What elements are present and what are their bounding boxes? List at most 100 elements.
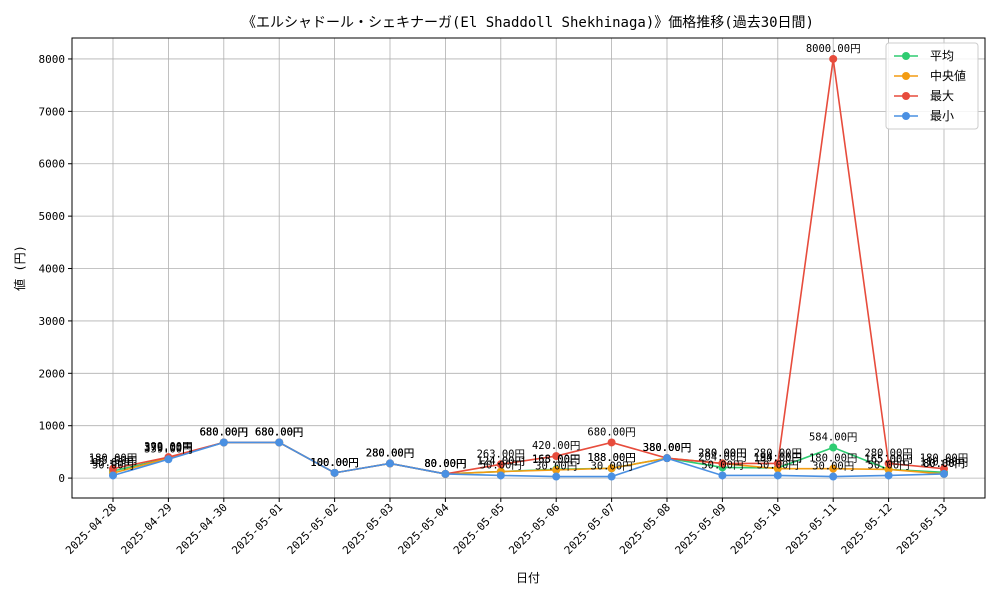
- data-point: [330, 468, 339, 477]
- data-point: [607, 438, 616, 447]
- y-tick-label: 6000: [39, 158, 66, 171]
- data-point: [607, 464, 616, 473]
- data-label: 100.00円: [310, 457, 358, 469]
- data-label: 280.00円: [698, 447, 746, 459]
- y-tick-label: 7000: [39, 105, 66, 118]
- data-label: 380.00円: [643, 442, 691, 454]
- data-label: 680.00円: [255, 426, 303, 438]
- legend-swatch-marker: [902, 92, 910, 100]
- data-label: 194.00円: [754, 452, 802, 464]
- y-tick-label: 1000: [39, 420, 66, 433]
- data-point: [829, 472, 838, 481]
- data-point: [552, 452, 561, 461]
- data-label: 100.00円: [310, 457, 358, 469]
- y-axis-label: 値 (円): [12, 245, 27, 291]
- data-label: 280.00円: [366, 447, 414, 459]
- data-label: 180.00円: [809, 453, 857, 465]
- data-label: 420.00円: [532, 440, 580, 452]
- legend-box: [885, 42, 979, 130]
- data-label: 280.00円: [366, 447, 414, 459]
- data-label: 263.00円: [477, 448, 525, 460]
- data-label: 680.00円: [255, 426, 303, 438]
- data-point: [386, 459, 394, 468]
- data-label: 380.00円: [643, 442, 691, 454]
- chart-title: 《エルシャドール・シェキナーガ(El Shaddoll Shekhinaga)》…: [242, 15, 814, 31]
- data-point: [773, 459, 782, 468]
- data-point: [829, 464, 838, 473]
- data-point: [219, 438, 228, 447]
- data-label: 280.00円: [864, 447, 912, 459]
- legend-swatch-marker: [902, 112, 910, 120]
- data-label: 100.00円: [310, 457, 358, 469]
- data-point: [829, 443, 838, 452]
- data-point: [164, 455, 173, 464]
- legend-label: 最小: [930, 109, 954, 123]
- data-label: 50.00円: [92, 459, 134, 471]
- y-tick-label: 3000: [39, 315, 66, 328]
- data-label: 124.00円: [477, 456, 525, 468]
- data-point: [607, 472, 616, 481]
- data-point: [496, 471, 505, 480]
- data-point: [773, 471, 782, 480]
- data-label: 680.00円: [200, 426, 248, 438]
- data-label: 80.00円: [923, 458, 965, 470]
- series-line: [112, 441, 945, 478]
- y-tick-label: 4000: [39, 263, 66, 276]
- data-label: 680.00円: [200, 426, 248, 438]
- data-label: 50.00円: [480, 459, 522, 471]
- data-label: 100.00円: [310, 457, 358, 469]
- data-label: 584.00円: [809, 431, 857, 443]
- data-point: [884, 465, 893, 474]
- data-label: 135.00円: [89, 455, 137, 467]
- legend-label: 最大: [930, 89, 954, 103]
- data-point: [884, 471, 893, 480]
- data-point: [663, 454, 671, 463]
- data-label: 50.00円: [701, 459, 743, 471]
- data-label: 80.00円: [424, 458, 466, 470]
- data-label: 80.00円: [424, 458, 466, 470]
- data-label: 80.00円: [424, 458, 466, 470]
- data-label: 124.00円: [477, 456, 525, 468]
- data-label: 399.00円: [144, 441, 192, 453]
- data-point: [829, 54, 838, 63]
- data-label: 50.00円: [757, 459, 799, 471]
- data-point: [552, 465, 561, 474]
- grid: [72, 38, 985, 498]
- data-label: 680.00円: [255, 426, 303, 438]
- series-group: [109, 54, 948, 481]
- data-label: 359.00円: [144, 443, 192, 455]
- y-tick-label: 8000: [39, 53, 66, 66]
- y-axis-ticks: 0 1000 2000 3000 4000 5000 6000 7000 8000: [39, 53, 72, 485]
- legend-label: 中央値: [930, 68, 966, 83]
- data-label: 80.00円: [923, 458, 965, 470]
- data-point: [718, 459, 727, 468]
- data-label: 180.00円: [754, 453, 802, 465]
- data-point: [109, 464, 117, 473]
- plot-frame: [71, 37, 986, 499]
- data-label: 280.00円: [698, 447, 746, 459]
- legend-swatch-marker: [902, 72, 910, 80]
- data-point: [940, 469, 948, 478]
- data-point: [441, 469, 450, 478]
- y-tick-label: 2000: [39, 367, 66, 380]
- data-label: 8000.00円: [806, 43, 861, 55]
- data-label: 180.00円: [89, 453, 137, 465]
- data-label: 680.00円: [200, 426, 248, 438]
- data-label: 680.00円: [255, 426, 303, 438]
- data-label: 80.00円: [424, 458, 466, 470]
- y-tick-label: 0: [58, 472, 65, 485]
- data-label: 165.00円: [864, 453, 912, 465]
- data-label: 180.00円: [920, 453, 968, 465]
- data-point: [109, 471, 117, 480]
- data-point: [552, 472, 561, 481]
- data-label: 30.00円: [591, 461, 633, 473]
- data-label: 30.00円: [812, 461, 854, 473]
- data-label: 50.00円: [868, 459, 910, 471]
- data-label: 155.00円: [532, 454, 580, 466]
- data-label: 280.00円: [366, 447, 414, 459]
- legend-swatch-marker: [902, 52, 910, 60]
- data-point: [718, 471, 727, 480]
- data-label: 168.00円: [532, 453, 580, 465]
